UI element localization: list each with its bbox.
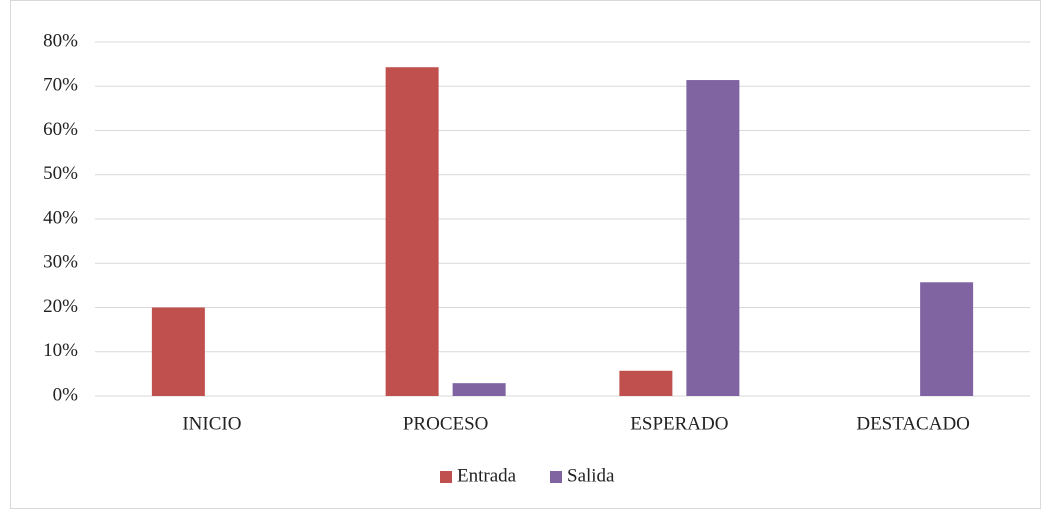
bar <box>920 282 974 396</box>
x-tick-label: DESTACADO <box>856 413 970 434</box>
legend-label: Salida <box>567 465 615 486</box>
legend-swatch <box>440 471 452 483</box>
y-tick-label: 70% <box>43 75 78 96</box>
x-tick-label: PROCESO <box>403 413 489 434</box>
bar <box>452 383 506 396</box>
bar <box>385 67 439 396</box>
y-tick-label: 0% <box>53 384 79 405</box>
x-tick-label: INICIO <box>182 413 241 434</box>
y-tick-label: 30% <box>43 252 78 273</box>
y-tick-label: 80% <box>43 30 78 51</box>
bar <box>151 307 205 396</box>
bar <box>686 80 740 397</box>
y-tick-label: 20% <box>43 296 78 317</box>
bar <box>619 370 673 396</box>
x-tick-label: ESPERADO <box>630 413 728 434</box>
y-tick-label: 10% <box>43 340 78 361</box>
y-tick-label: 40% <box>43 207 78 228</box>
legend-swatch <box>550 471 562 483</box>
y-tick-label: 60% <box>43 119 78 140</box>
legend-label: Entrada <box>457 465 517 486</box>
chart-frame <box>10 0 1041 509</box>
y-tick-label: 50% <box>43 163 78 184</box>
